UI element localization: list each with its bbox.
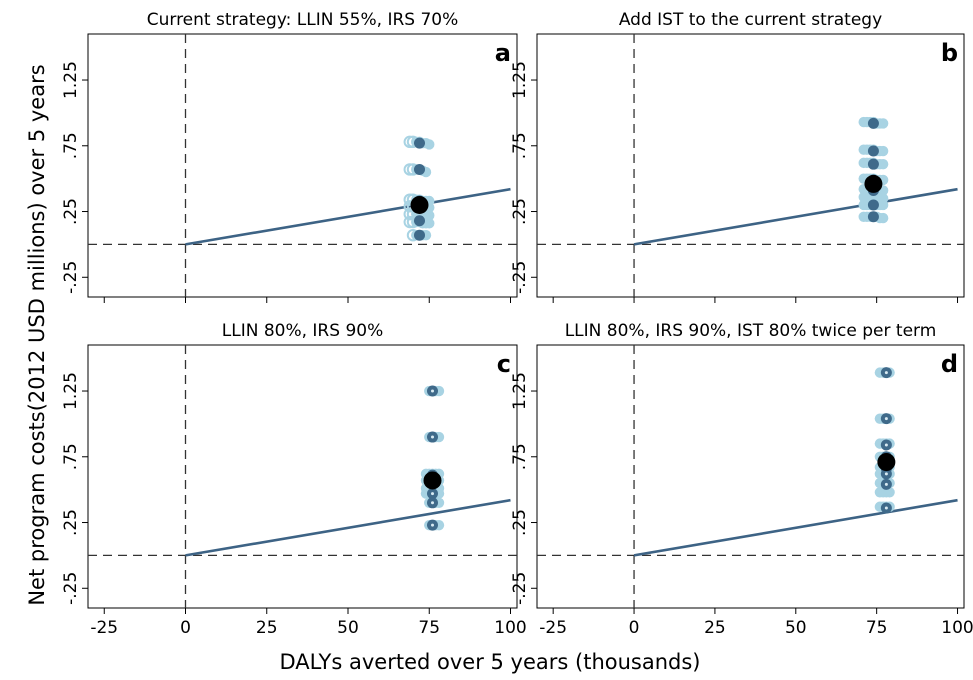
y-tick-label: 1.25 xyxy=(510,61,530,99)
panel-frame xyxy=(87,33,518,298)
x-tick-label: 50 xyxy=(785,618,807,638)
data-point xyxy=(424,218,435,229)
data-point xyxy=(877,199,889,211)
panel-frame xyxy=(87,344,518,609)
cluster-point-center xyxy=(884,472,888,476)
threshold-line xyxy=(185,187,511,246)
y-tick-label: -.25 xyxy=(61,261,81,294)
y-tick-label: .75 xyxy=(510,132,530,159)
y-tick-label: .25 xyxy=(61,509,81,536)
x-tick-label: -25 xyxy=(539,618,567,638)
y-tick-label: 1.25 xyxy=(61,372,81,410)
y-tick-label: .25 xyxy=(61,198,81,225)
cluster-point-center xyxy=(431,523,434,527)
cluster-point xyxy=(414,137,425,149)
panel-title: LLIN 80%, IRS 90% xyxy=(222,321,383,341)
panel-title: Current strategy: LLIN 55%, IRS 70% xyxy=(147,10,459,30)
cluster-point-center xyxy=(431,501,434,505)
cluster-point xyxy=(867,199,879,211)
panel-letter: c xyxy=(497,350,511,378)
x-tick-label: -25 xyxy=(90,618,118,638)
y-tick-label: .75 xyxy=(61,443,81,470)
y-axis-title: Net program costs(2012 USD millions) ove… xyxy=(25,64,49,605)
x-tick-label: 0 xyxy=(629,618,640,638)
panel-title: LLIN 80%, IRS 90%, IST 80% twice per ter… xyxy=(565,321,937,341)
cluster-point xyxy=(867,211,879,223)
cluster-point-center xyxy=(431,389,434,393)
y-tick-label: 1.25 xyxy=(510,372,530,410)
panel-letter: d xyxy=(941,350,958,378)
data-point xyxy=(424,210,435,221)
mean-point xyxy=(864,174,883,193)
panel-title: Add IST to the current strategy xyxy=(619,10,882,30)
panel-d: LLIN 80%, IRS 90%, IST 80% twice per ter… xyxy=(510,321,973,638)
x-tick-label: 50 xyxy=(337,618,359,638)
panel-a: Current strategy: LLIN 55%, IRS 70% a -.25… xyxy=(61,10,518,303)
data-point xyxy=(877,145,889,157)
cluster-point-center xyxy=(431,435,434,439)
y-tick-label: -.25 xyxy=(510,261,530,294)
cluster-point-center xyxy=(884,417,888,421)
x-tick-label: 75 xyxy=(866,618,888,638)
panel-letter: b xyxy=(941,39,958,67)
cluster-point-center xyxy=(884,371,888,375)
mean-point xyxy=(877,453,896,472)
x-tick-label: 0 xyxy=(180,618,191,638)
cluster-point xyxy=(867,145,879,157)
cluster-point xyxy=(414,215,425,227)
cluster-point xyxy=(867,158,879,170)
panel-frame xyxy=(536,344,965,609)
threshold-line xyxy=(185,498,511,557)
data-point xyxy=(424,139,435,150)
y-tick-label: 1.25 xyxy=(61,61,81,99)
threshold-line xyxy=(633,498,958,557)
mean-point xyxy=(423,471,442,490)
panel-frame xyxy=(536,33,965,298)
x-tick-label: 25 xyxy=(704,618,726,638)
data-point xyxy=(877,212,889,224)
x-tick-label: 100 xyxy=(941,618,973,638)
y-tick-label: .25 xyxy=(510,198,530,225)
x-axis-title: DALYs averted over 5 years (thousands) xyxy=(279,650,700,674)
x-tick-label: 75 xyxy=(418,618,440,638)
panel-letter: a xyxy=(495,39,511,67)
cluster-point-center xyxy=(884,482,888,486)
data-point xyxy=(877,118,889,129)
data-point xyxy=(877,158,889,170)
y-tick-label: .25 xyxy=(510,509,530,536)
x-tick-label: 25 xyxy=(256,618,278,638)
cluster-point-center xyxy=(431,492,434,496)
mean-point xyxy=(410,195,429,214)
cluster-point-center xyxy=(884,443,888,447)
cluster-point xyxy=(414,163,425,175)
threshold-line xyxy=(633,187,958,246)
cluster-point xyxy=(867,117,879,129)
x-tick-label: 100 xyxy=(494,618,526,638)
y-tick-label: .75 xyxy=(510,443,530,470)
y-tick-label: -.25 xyxy=(61,572,81,605)
cluster-point-center xyxy=(884,506,888,510)
panel-c: LLIN 80%, IRS 90% c -.25 .25 .75 1.25 -25 0 25 50… xyxy=(61,321,527,638)
y-tick-label: .75 xyxy=(61,132,81,159)
cluster-point xyxy=(414,229,425,241)
panel-b: Add IST to the current strategy b -.25 .25.… xyxy=(510,10,965,303)
y-tick-label: -.25 xyxy=(510,572,530,605)
